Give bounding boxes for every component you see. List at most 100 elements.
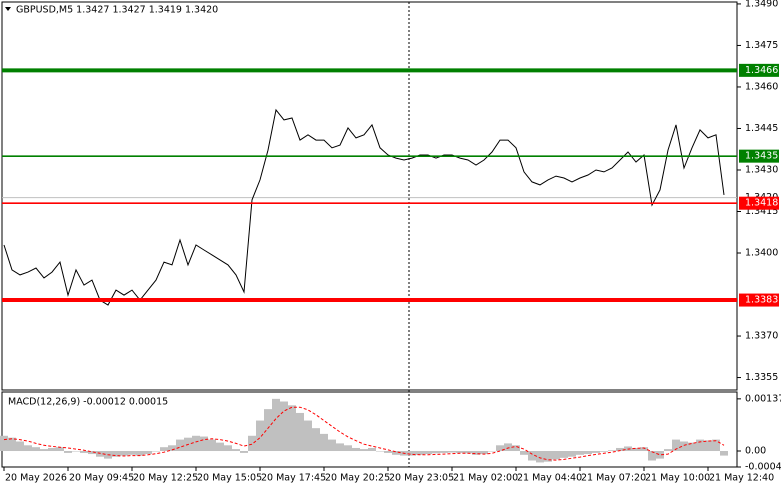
macd-bar bbox=[88, 451, 96, 455]
x-tick-label: 20 May 17:45 bbox=[261, 473, 326, 484]
macd-bar bbox=[320, 433, 328, 452]
x-tick-label: 20 May 09:45 bbox=[69, 473, 134, 484]
macd-bar bbox=[472, 451, 480, 455]
macd-bar bbox=[80, 451, 88, 453]
y-tick-label: 1.3370 bbox=[745, 331, 778, 342]
x-tick-label: 21 May 10:00 bbox=[645, 473, 710, 484]
macd-bar bbox=[64, 451, 72, 453]
macd-bar bbox=[224, 445, 232, 452]
macd-bar bbox=[256, 420, 264, 452]
macd-bar bbox=[528, 451, 536, 461]
macd-bar bbox=[48, 447, 56, 452]
macd-bar bbox=[464, 451, 472, 454]
macd-bar bbox=[632, 447, 640, 452]
macd-bar bbox=[8, 437, 16, 452]
y-tick-label: 1.3355 bbox=[745, 372, 778, 383]
macd-bar bbox=[16, 441, 24, 452]
macd-bar bbox=[600, 451, 608, 452]
macd-bar bbox=[480, 451, 488, 455]
macd-bar bbox=[560, 451, 568, 458]
macd-bar bbox=[648, 451, 656, 461]
macd-bar bbox=[448, 451, 456, 453]
macd-bar bbox=[712, 439, 720, 452]
macd-bar bbox=[664, 449, 672, 452]
x-tick-label: 21 May 04:40 bbox=[517, 473, 582, 484]
level-label-box bbox=[739, 63, 779, 77]
macd-bar bbox=[672, 439, 680, 452]
macd-bar bbox=[576, 451, 584, 455]
macd-bar bbox=[24, 445, 32, 452]
macd-bar bbox=[232, 449, 240, 452]
macd-bar bbox=[168, 445, 176, 452]
macd-bar bbox=[432, 451, 440, 454]
y-tick-label: 1.3460 bbox=[745, 81, 778, 92]
level-label-box bbox=[739, 293, 779, 307]
macd-bar bbox=[440, 451, 448, 453]
macd-bar bbox=[496, 445, 504, 452]
macd-bar bbox=[136, 451, 144, 456]
macd-bar bbox=[152, 451, 160, 452]
macd-bar bbox=[208, 439, 216, 452]
macd-bar bbox=[120, 451, 128, 456]
level-label: 1.3466 bbox=[745, 65, 778, 76]
macd-bar bbox=[680, 441, 688, 452]
macd-bar bbox=[456, 451, 464, 453]
macd-bar bbox=[544, 451, 552, 462]
macd-bar bbox=[40, 449, 48, 452]
macd-bar bbox=[112, 451, 120, 457]
y-tick-label: 1.3490 bbox=[745, 0, 778, 9]
macd-bar bbox=[424, 451, 432, 455]
macd-bar bbox=[384, 451, 392, 453]
macd-bar bbox=[56, 447, 64, 452]
level-label-box bbox=[739, 196, 779, 210]
macd-bar bbox=[552, 451, 560, 460]
x-tick-label: 21 May 07:20 bbox=[581, 473, 646, 484]
macd-bar bbox=[408, 451, 416, 456]
macd-bar bbox=[192, 435, 200, 452]
macd-bar bbox=[688, 442, 696, 452]
macd-bar bbox=[0, 435, 8, 452]
macd-bar bbox=[368, 447, 376, 452]
level-label: 1.3418 bbox=[745, 198, 778, 209]
y-tick-label: 0.00137 bbox=[745, 393, 781, 404]
x-tick-label: 21 May 12:40 bbox=[709, 473, 774, 484]
macd-bar bbox=[272, 398, 280, 452]
x-tick-label: 20 May 20:25 bbox=[325, 473, 390, 484]
main-frame bbox=[1, 1, 738, 391]
macd-bar bbox=[504, 443, 512, 452]
macd-bar bbox=[488, 451, 496, 452]
x-tick-label: 20 May 15:05 bbox=[197, 473, 262, 484]
macd-bar bbox=[616, 447, 624, 452]
macd-bar bbox=[32, 447, 40, 452]
y-tick-label: 1.3475 bbox=[745, 40, 778, 51]
macd-bar bbox=[392, 451, 400, 455]
macd-bar bbox=[704, 440, 712, 452]
macd-bar bbox=[376, 451, 384, 452]
macd-bar bbox=[144, 451, 152, 455]
macd-bar bbox=[696, 439, 704, 452]
macd-bar bbox=[344, 445, 352, 452]
macd-bar bbox=[128, 451, 136, 455]
macd-bar bbox=[200, 436, 208, 452]
y-tick-label: 1.3415 bbox=[745, 206, 778, 217]
x-tick-label: 21 May 02:00 bbox=[453, 473, 518, 484]
level-label-box bbox=[739, 149, 779, 163]
macd-bar bbox=[248, 435, 256, 452]
y-tick-label: 1.3445 bbox=[745, 123, 778, 134]
macd-title: MACD(12,26,9) -0.00012 0.00015 bbox=[8, 397, 168, 408]
macd-bar bbox=[280, 401, 288, 452]
macd-bar bbox=[416, 451, 424, 455]
macd-bar bbox=[336, 443, 344, 452]
price-line bbox=[3, 108, 725, 306]
level-label: 1.3435 bbox=[745, 151, 778, 162]
macd-bar bbox=[720, 451, 728, 456]
symbol-marker bbox=[5, 7, 11, 11]
macd-bar bbox=[240, 451, 248, 453]
macd-bar bbox=[216, 442, 224, 452]
macd-bar bbox=[160, 447, 168, 452]
macd-frame bbox=[1, 391, 738, 468]
y-tick-label: -0.00042 bbox=[745, 462, 781, 473]
y-tick-label: 1.3430 bbox=[745, 164, 778, 175]
